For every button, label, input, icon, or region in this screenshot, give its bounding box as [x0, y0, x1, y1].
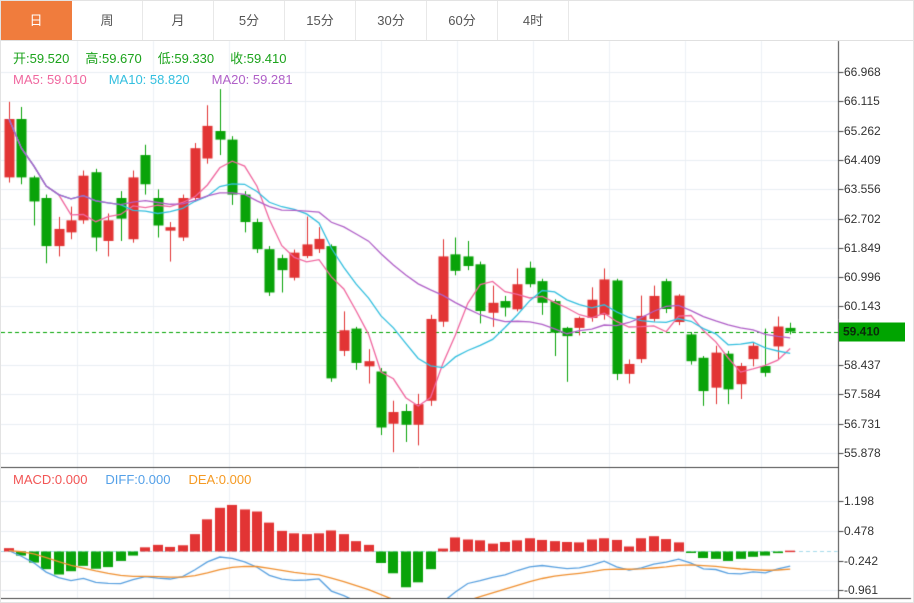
y-axis-label: 66.968	[844, 65, 881, 79]
y-axis-label: 63.556	[844, 182, 881, 197]
low-value: 低:59.330	[157, 51, 215, 66]
y-axis-label: 61.849	[844, 240, 881, 255]
tab-15min[interactable]: 15分	[285, 1, 356, 40]
y-axis-label: 55.878	[844, 446, 881, 460]
last-price-tag: 59.410	[839, 322, 905, 342]
y-axis-label: 56.731	[844, 416, 881, 431]
macd-value: MACD:0.000	[13, 472, 88, 487]
interval-tabbar: 日周月 5分 15分 30分 60分 4时	[1, 1, 913, 41]
high-value: 高:59.670	[85, 51, 142, 66]
y-axis-label: 66.115	[844, 94, 880, 109]
open-value: 开:59.520	[13, 51, 70, 66]
tab-month[interactable]: 月	[143, 1, 214, 40]
ma10-value: MA10: 58.820	[108, 72, 190, 87]
y-axis-label: 60.996	[844, 270, 881, 285]
y-axis-label: 58.437	[844, 358, 881, 373]
y-axis-label: 65.262	[844, 123, 881, 138]
ma5-value: MA5: 59.010	[13, 72, 87, 87]
close-value: 收:59.410	[230, 51, 287, 66]
ma20-value: MA20: 59.281	[211, 72, 293, 87]
y-axis-label: 1.198	[844, 494, 875, 509]
y-axis-label: 60.143	[844, 299, 881, 314]
tab-60min[interactable]: 60分	[427, 1, 498, 40]
ohlc-readout: 开:59.520 高:59.670 低:59.330 收:59.410	[13, 48, 303, 67]
tab-week[interactable]: 周	[72, 1, 143, 40]
tab-30min[interactable]: 30分	[356, 1, 427, 40]
y-axis-label: 0.478	[844, 523, 875, 538]
y-axis-label: -0.242	[844, 553, 879, 568]
tab-5min[interactable]: 5分	[214, 1, 285, 40]
y-axis-label: 57.584	[844, 387, 881, 402]
y-axis-label: 62.702	[844, 211, 881, 226]
tab-day[interactable]: 日	[1, 1, 72, 40]
tab-4hour[interactable]: 4时	[498, 1, 569, 40]
ma-readout: MA5: 59.010 MA10: 58.820 MA20: 59.281	[13, 72, 315, 87]
macd-readout: MACD:0.000 DIFF:0.000 DEA:0.000	[13, 472, 269, 487]
y-axis-label: -0.961	[844, 583, 879, 598]
y-axis-label: 64.409	[844, 152, 881, 167]
dea-value: DEA:0.000	[188, 472, 252, 487]
diff-value: DIFF:0.000	[105, 472, 171, 487]
